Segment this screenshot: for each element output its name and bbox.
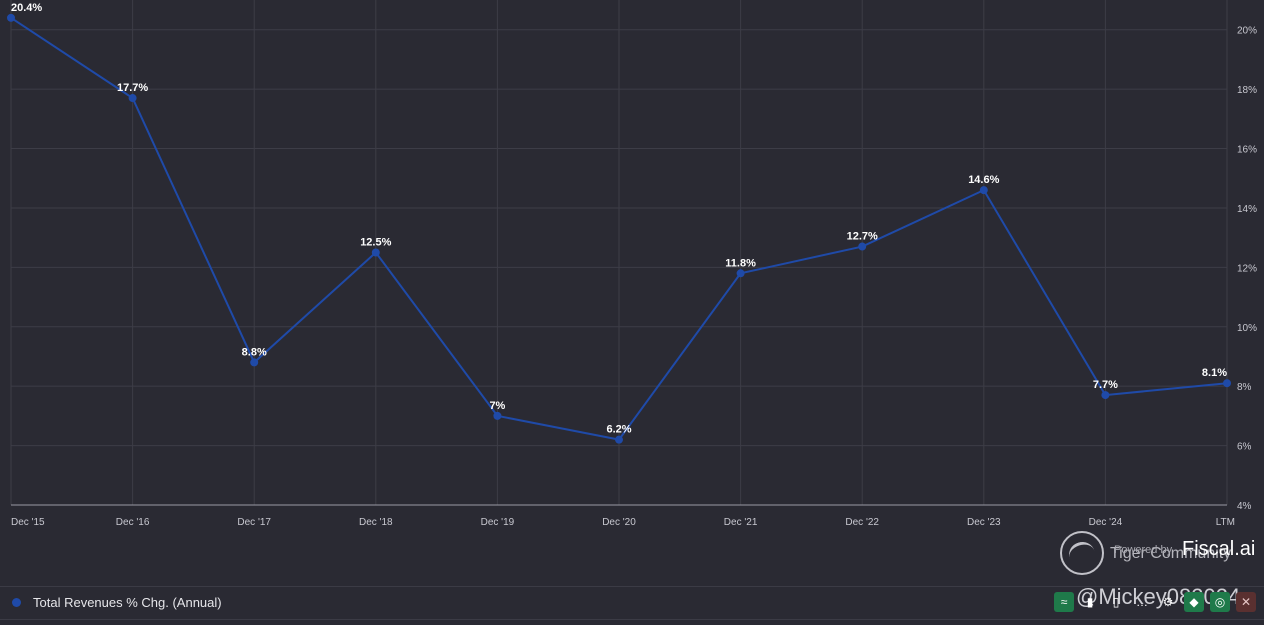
y-tick-label: 20%: [1237, 26, 1257, 37]
legend-bar: Total Revenues % Chg. (Annual): [0, 586, 1264, 620]
data-label: 8.8%: [242, 346, 267, 358]
legend-label: Total Revenues % Chg. (Annual): [33, 595, 222, 610]
data-label: 14.6%: [968, 174, 999, 186]
y-tick-label: 14%: [1237, 204, 1257, 215]
data-label: 6.2%: [606, 424, 631, 436]
legend-dot-icon: [12, 598, 21, 607]
data-label: 17.7%: [117, 82, 148, 94]
data-point[interactable]: [979, 186, 988, 195]
x-tick-label: Dec '17: [237, 517, 271, 528]
close-icon[interactable]: ✕: [1236, 592, 1256, 612]
y-tick-label: 18%: [1237, 85, 1257, 96]
data-point[interactable]: [1223, 379, 1231, 388]
y-tick-label: 12%: [1237, 263, 1257, 274]
x-tick-label: LTM: [1216, 517, 1235, 528]
data-label: 12.5%: [360, 237, 391, 249]
data-point[interactable]: [128, 94, 137, 103]
chart-toolbar: ≈ ▮ ▯ … ⚙ ◆ ◎ ✕: [1054, 592, 1262, 612]
data-label: 12.7%: [847, 231, 878, 243]
x-tick-label: Dec '20: [602, 517, 636, 528]
data-point[interactable]: [615, 435, 623, 444]
more-icon[interactable]: …: [1136, 595, 1148, 609]
watermark-brand: Tiger Community: [1110, 545, 1232, 562]
x-tick-label: Dec '22: [845, 517, 879, 528]
column-chart-icon[interactable]: ▯: [1112, 595, 1120, 609]
data-label: 11.8%: [725, 257, 756, 269]
tiger-logo-icon: [1060, 531, 1104, 575]
line-chart-icon[interactable]: ≈: [1054, 592, 1074, 612]
data-label: 8.1%: [1202, 367, 1227, 379]
x-tick-label: Dec '18: [359, 517, 393, 528]
y-tick-label: 6%: [1237, 442, 1252, 453]
x-tick-label: Dec '15: [11, 517, 45, 528]
x-tick-label: Dec '23: [967, 517, 1001, 528]
fiscal-logo-text: Fiscal.ai: [1182, 538, 1256, 560]
data-point[interactable]: [858, 242, 867, 251]
data-point[interactable]: [493, 411, 502, 420]
data-point[interactable]: [1101, 391, 1110, 400]
data-point[interactable]: [250, 358, 259, 367]
data-labels: 20.4% 17.7% 8.8% 12.5% 7% 6.2% 11.8% 12.7% 14.6%…: [11, 2, 1227, 436]
y-tick-label: 4%: [1237, 501, 1252, 512]
data-label: 7.7%: [1093, 379, 1118, 391]
axes: 4% 6% 8% 10% 12% 14% 16% 18% 20% Dec '15 Dec '16 De…: [11, 26, 1257, 528]
layers-icon[interactable]: ◎: [1210, 592, 1230, 612]
tag-icon[interactable]: ◆: [1184, 592, 1204, 612]
y-tick-label: 16%: [1237, 145, 1257, 156]
y-tick-label: 8%: [1237, 382, 1252, 393]
gear-icon[interactable]: ⚙: [1162, 595, 1174, 609]
data-point[interactable]: [7, 13, 15, 22]
data-label: 20.4%: [11, 2, 42, 14]
legend-item[interactable]: Total Revenues % Chg. (Annual): [12, 595, 222, 610]
x-tick-label: Dec '21: [724, 517, 758, 528]
data-point[interactable]: [736, 269, 745, 278]
x-tick-label: Dec '24: [1089, 517, 1123, 528]
x-tick-label: Dec '16: [116, 517, 150, 528]
bar-chart-icon[interactable]: ▮: [1086, 595, 1094, 609]
series-total-revenues: [7, 13, 1231, 444]
grid: [10, 0, 1228, 505]
data-label: 7%: [489, 400, 505, 412]
x-tick-label: Dec '19: [481, 517, 515, 528]
line-chart: 4% 6% 8% 10% 12% 14% 16% 18% 20% Dec '15 Dec '16 De…: [7, 0, 1257, 528]
data-point[interactable]: [371, 248, 380, 257]
powered-by-text: Powered by: [1114, 544, 1173, 556]
y-tick-label: 10%: [1237, 323, 1257, 334]
